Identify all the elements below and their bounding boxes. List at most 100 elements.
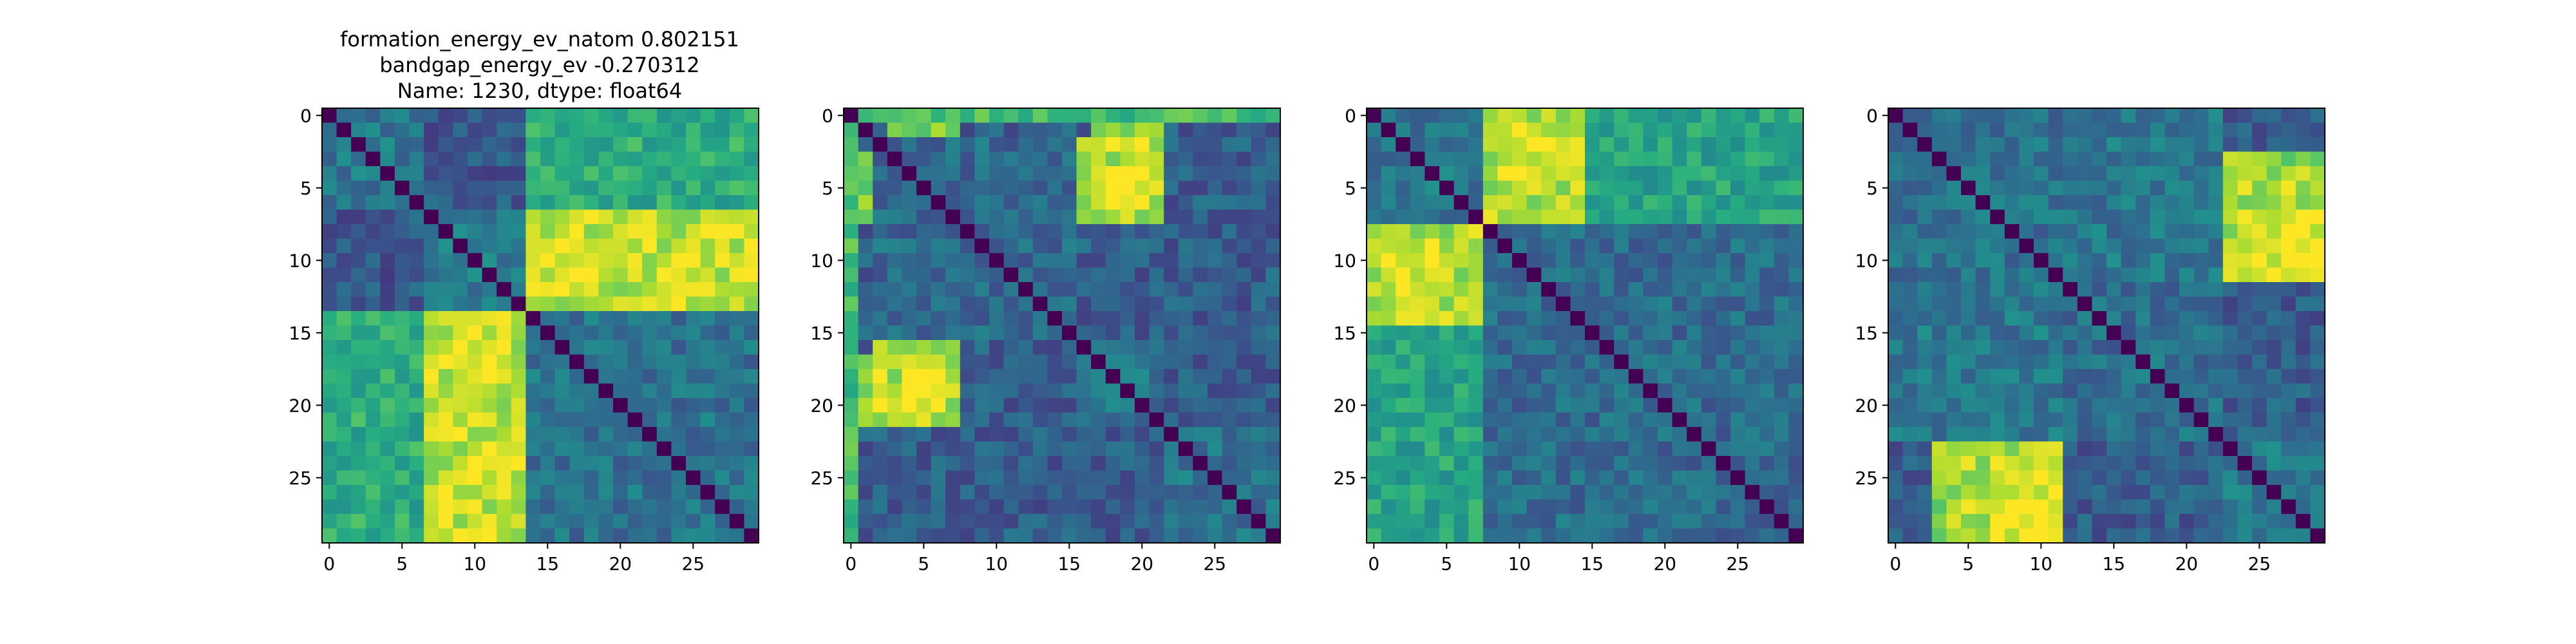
heatmap-cell bbox=[583, 354, 599, 370]
heatmap-cell bbox=[1410, 456, 1425, 471]
heatmap-cell bbox=[2048, 311, 2063, 327]
heatmap-cell bbox=[1975, 151, 1991, 167]
heatmap-cell bbox=[2208, 514, 2224, 529]
heatmap-cell bbox=[1178, 209, 1193, 225]
heatmap-cell bbox=[2004, 282, 2020, 298]
heatmap-cell bbox=[1208, 514, 1223, 529]
heatmap-cell bbox=[2107, 180, 2122, 196]
heatmap-cell bbox=[1628, 296, 1643, 312]
heatmap-cell bbox=[1381, 311, 1396, 327]
heatmap-cell bbox=[613, 195, 629, 211]
heatmap-cell bbox=[468, 267, 483, 283]
heatmap-cell bbox=[2179, 267, 2195, 283]
heatmap-cell bbox=[2150, 369, 2165, 384]
heatmap-cell bbox=[1716, 195, 1731, 211]
heatmap-cell bbox=[1135, 456, 1150, 471]
heatmap-cell bbox=[686, 108, 701, 124]
heatmap-cell bbox=[744, 441, 759, 457]
heatmap-cell bbox=[2193, 122, 2209, 138]
heatmap-cell bbox=[453, 267, 468, 283]
heatmap-cell bbox=[2164, 427, 2180, 442]
heatmap-cell bbox=[1541, 369, 1557, 384]
heatmap-cell bbox=[2077, 137, 2092, 153]
heatmap-cell bbox=[1468, 224, 1484, 240]
heatmap-cell bbox=[1091, 224, 1106, 240]
heatmap-cell bbox=[1367, 282, 1382, 298]
heatmap-cell bbox=[1614, 427, 1629, 442]
heatmap-cell bbox=[453, 470, 468, 486]
heatmap-cell bbox=[1018, 137, 1034, 153]
heatmap-cell bbox=[960, 224, 975, 240]
heatmap-cell bbox=[598, 340, 614, 355]
heatmap-cell bbox=[1687, 499, 1702, 515]
heatmap-cell bbox=[1961, 441, 1976, 457]
heatmap-cell bbox=[1410, 267, 1425, 283]
heatmap-cell bbox=[1032, 485, 1048, 500]
heatmap-cell bbox=[642, 485, 658, 500]
heatmap-cell bbox=[1512, 354, 1528, 370]
heatmap-cell bbox=[1975, 195, 1991, 211]
heatmap-cell bbox=[2310, 311, 2325, 327]
heatmap-cell bbox=[1149, 137, 1164, 153]
heatmap-cell bbox=[858, 325, 873, 341]
heatmap-cell bbox=[844, 340, 859, 355]
heatmap-cell bbox=[2092, 369, 2107, 384]
heatmap-cell bbox=[1135, 369, 1150, 384]
heatmap-cell bbox=[686, 441, 701, 457]
heatmap-cell bbox=[974, 238, 990, 254]
heatmap-cell bbox=[526, 253, 541, 269]
heatmap-cell bbox=[1439, 108, 1455, 124]
heatmap-cell bbox=[380, 238, 395, 254]
heatmap-cell bbox=[1512, 180, 1528, 196]
heatmap-cell bbox=[1482, 180, 1498, 196]
heatmap-cell bbox=[1599, 282, 1615, 298]
heatmap-cell bbox=[1730, 180, 1746, 196]
heatmap-cell bbox=[1208, 383, 1223, 399]
heatmap-cell bbox=[540, 325, 556, 341]
heatmap-cell bbox=[380, 456, 395, 471]
heatmap-cell bbox=[1917, 253, 1933, 269]
heatmap-cell bbox=[2179, 253, 2195, 269]
heatmap-cell bbox=[1599, 412, 1615, 428]
heatmap-cell bbox=[438, 180, 453, 196]
heatmap-cell bbox=[1628, 195, 1643, 211]
heatmap-cell bbox=[526, 224, 541, 240]
heatmap-cell bbox=[2295, 528, 2311, 544]
heatmap-cell bbox=[2004, 427, 2020, 442]
heatmap-cell bbox=[1454, 369, 1469, 384]
heatmap-cell bbox=[2295, 151, 2311, 167]
heatmap-cell bbox=[729, 209, 744, 225]
heatmap-cell bbox=[744, 282, 759, 298]
heatmap-cell bbox=[887, 514, 902, 529]
heatmap-cell bbox=[336, 238, 352, 254]
heatmap-cell bbox=[2092, 108, 2107, 124]
heatmap-cell bbox=[1178, 485, 1193, 500]
heatmap-cell bbox=[2164, 195, 2180, 211]
heatmap-cell bbox=[960, 267, 975, 283]
heatmap-cell bbox=[453, 369, 468, 384]
heatmap-cell bbox=[2266, 311, 2282, 327]
heatmap-cell bbox=[1062, 137, 1077, 153]
heatmap-cell bbox=[671, 441, 687, 457]
heatmap-cell bbox=[1497, 499, 1513, 515]
heatmap-cell bbox=[1164, 485, 1179, 500]
heatmap-cell bbox=[1032, 412, 1048, 428]
heatmap-cell bbox=[1961, 528, 1976, 544]
heatmap-cell bbox=[2266, 151, 2282, 167]
heatmap-cell bbox=[700, 224, 715, 240]
heatmap-cell bbox=[627, 485, 643, 500]
heatmap-cell bbox=[715, 412, 730, 428]
heatmap-cell bbox=[1672, 311, 1687, 327]
heatmap-cell bbox=[2092, 456, 2107, 471]
heatmap-cell bbox=[1774, 470, 1789, 486]
heatmap-cell bbox=[642, 398, 658, 413]
heatmap-cell bbox=[686, 340, 701, 355]
heatmap-cell bbox=[2193, 325, 2209, 341]
heatmap-cell bbox=[424, 325, 439, 341]
heatmap-cell bbox=[2034, 195, 2049, 211]
heatmap-cell bbox=[1454, 122, 1469, 138]
heatmap-cell bbox=[1946, 151, 1962, 167]
heatmap-cell bbox=[511, 108, 526, 124]
heatmap-cell bbox=[1120, 122, 1135, 138]
heatmap-cell bbox=[2077, 311, 2092, 327]
